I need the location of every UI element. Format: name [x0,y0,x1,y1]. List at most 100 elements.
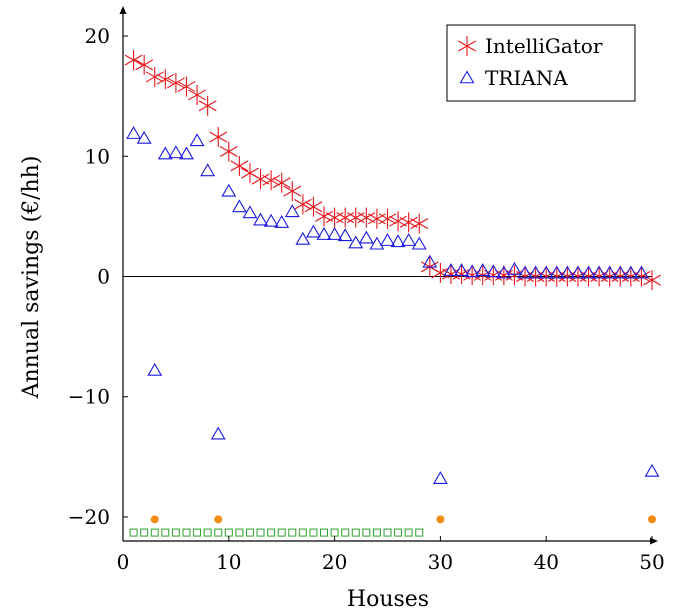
y-tick-label: 10 [85,144,110,168]
data-point-triangle [485,264,501,278]
data-point-triangle [432,471,448,484]
data-point-triangle [401,233,417,246]
legend-marker-triana [459,70,475,84]
data-point-asterisk-stroke [399,216,418,228]
data-point-triangle [369,236,385,250]
data-point-asterisk-stroke [262,174,281,186]
data-point-square [150,528,159,537]
data-point-triangle [612,265,628,279]
data-point-triangle [422,254,438,268]
data-point-triangle [633,265,649,279]
data-point-triangle [337,228,353,242]
data-point-square [235,528,244,537]
legend-marker-intelligator [458,36,476,56]
data-point-triangle [200,163,216,177]
data-point-asterisk [177,76,196,97]
data-point-asterisk [166,72,185,93]
data-point-triangle [284,204,300,218]
data-point-asterisk [410,213,429,234]
data-point-asterisk [219,141,238,162]
ticks-layer: 0 10 20 30 40 50 20 10 0 −10 −20 [68,24,665,574]
data-point-square [394,528,403,537]
data-point-asterisk [198,95,217,116]
data-point-asterisk [262,170,281,191]
data-point-triangle [623,265,639,279]
data-point-asterisk [336,207,355,228]
x-tick-label: 20 [322,550,347,574]
data-point-asterisk-stroke [209,131,228,143]
data-point-asterisk [494,265,513,286]
data-point-asterisk [452,264,471,285]
data-point-square [351,528,360,537]
marks-layer [124,50,661,537]
series-3-points [129,528,424,537]
series-2-points [150,515,656,524]
data-point-asterisk-stroke [378,213,397,225]
data-point-square [404,528,413,537]
data-point-asterisk-stroke [230,160,249,172]
data-point-asterisk-stroke [177,81,196,93]
legend-asterisk-marker-stroke [458,40,476,52]
data-point-asterisk-stroke [431,267,450,279]
data-point-asterisk-stroke [357,212,376,224]
data-point-asterisk [315,206,333,227]
data-point-asterisk [188,84,206,105]
legend-label-intelligator: IntelliGator [485,34,603,58]
data-point-triangle [559,265,575,279]
y-tick-label: 0 [97,265,110,289]
data-point-triangle [136,130,152,144]
x-tick-label: 10 [216,550,241,574]
data-point-triangle [644,463,660,477]
data-point-triangle [242,205,258,219]
data-point-square [362,528,371,537]
data-point-triangle [464,264,480,278]
data-point-square [415,528,424,537]
data-point-square [193,528,202,537]
data-point-triangle [327,227,343,240]
data-point-asterisk-stroke [166,77,185,89]
data-point-asterisk [241,163,259,184]
data-point-square [182,528,191,537]
data-point-triangle [443,263,459,276]
legend-asterisk-marker [458,36,476,56]
data-point-asterisk [431,262,450,283]
data-point-square [203,528,212,537]
data-point-asterisk-stroke [293,198,312,210]
data-point-triangle [496,265,512,279]
data-point-asterisk [124,50,143,71]
series-1-points [126,126,660,484]
data-point-triangle [581,265,596,279]
data-point-triangle [295,231,311,245]
data-point-triangle [179,146,194,160]
data-point-square [171,528,180,537]
data-point-asterisk [304,196,323,217]
x-axis-label: Houses [347,587,429,612]
data-point-triangle [168,145,184,159]
data-point-asterisk-stroke [643,274,661,286]
data-point-square [245,528,254,537]
legend: IntelliGator TRIANA [446,24,636,102]
data-point-triangle [358,230,374,244]
data-point-asterisk-stroke [632,271,651,282]
data-point-asterisk-stroke [188,89,206,101]
data-point-triangle [231,199,247,213]
data-point-square [341,528,350,537]
data-point-asterisk [135,54,154,75]
data-point-asterisk-stroke [219,145,238,157]
series-0-points [124,50,661,291]
data-point-triangle [221,183,237,197]
data-point-triangle [380,233,395,246]
data-point-triangle [126,126,142,139]
data-point-asterisk-stroke [251,173,270,185]
data-point-asterisk [230,155,249,176]
data-point-square [256,528,265,537]
data-point-asterisk [293,194,312,215]
data-point-triangle [157,146,173,160]
x-tick-label: 30 [428,550,453,574]
data-point-square [298,528,307,537]
data-point-circle [150,515,159,524]
data-point-triangle [517,265,533,279]
data-point-circle [214,515,223,524]
data-point-square [309,528,318,537]
